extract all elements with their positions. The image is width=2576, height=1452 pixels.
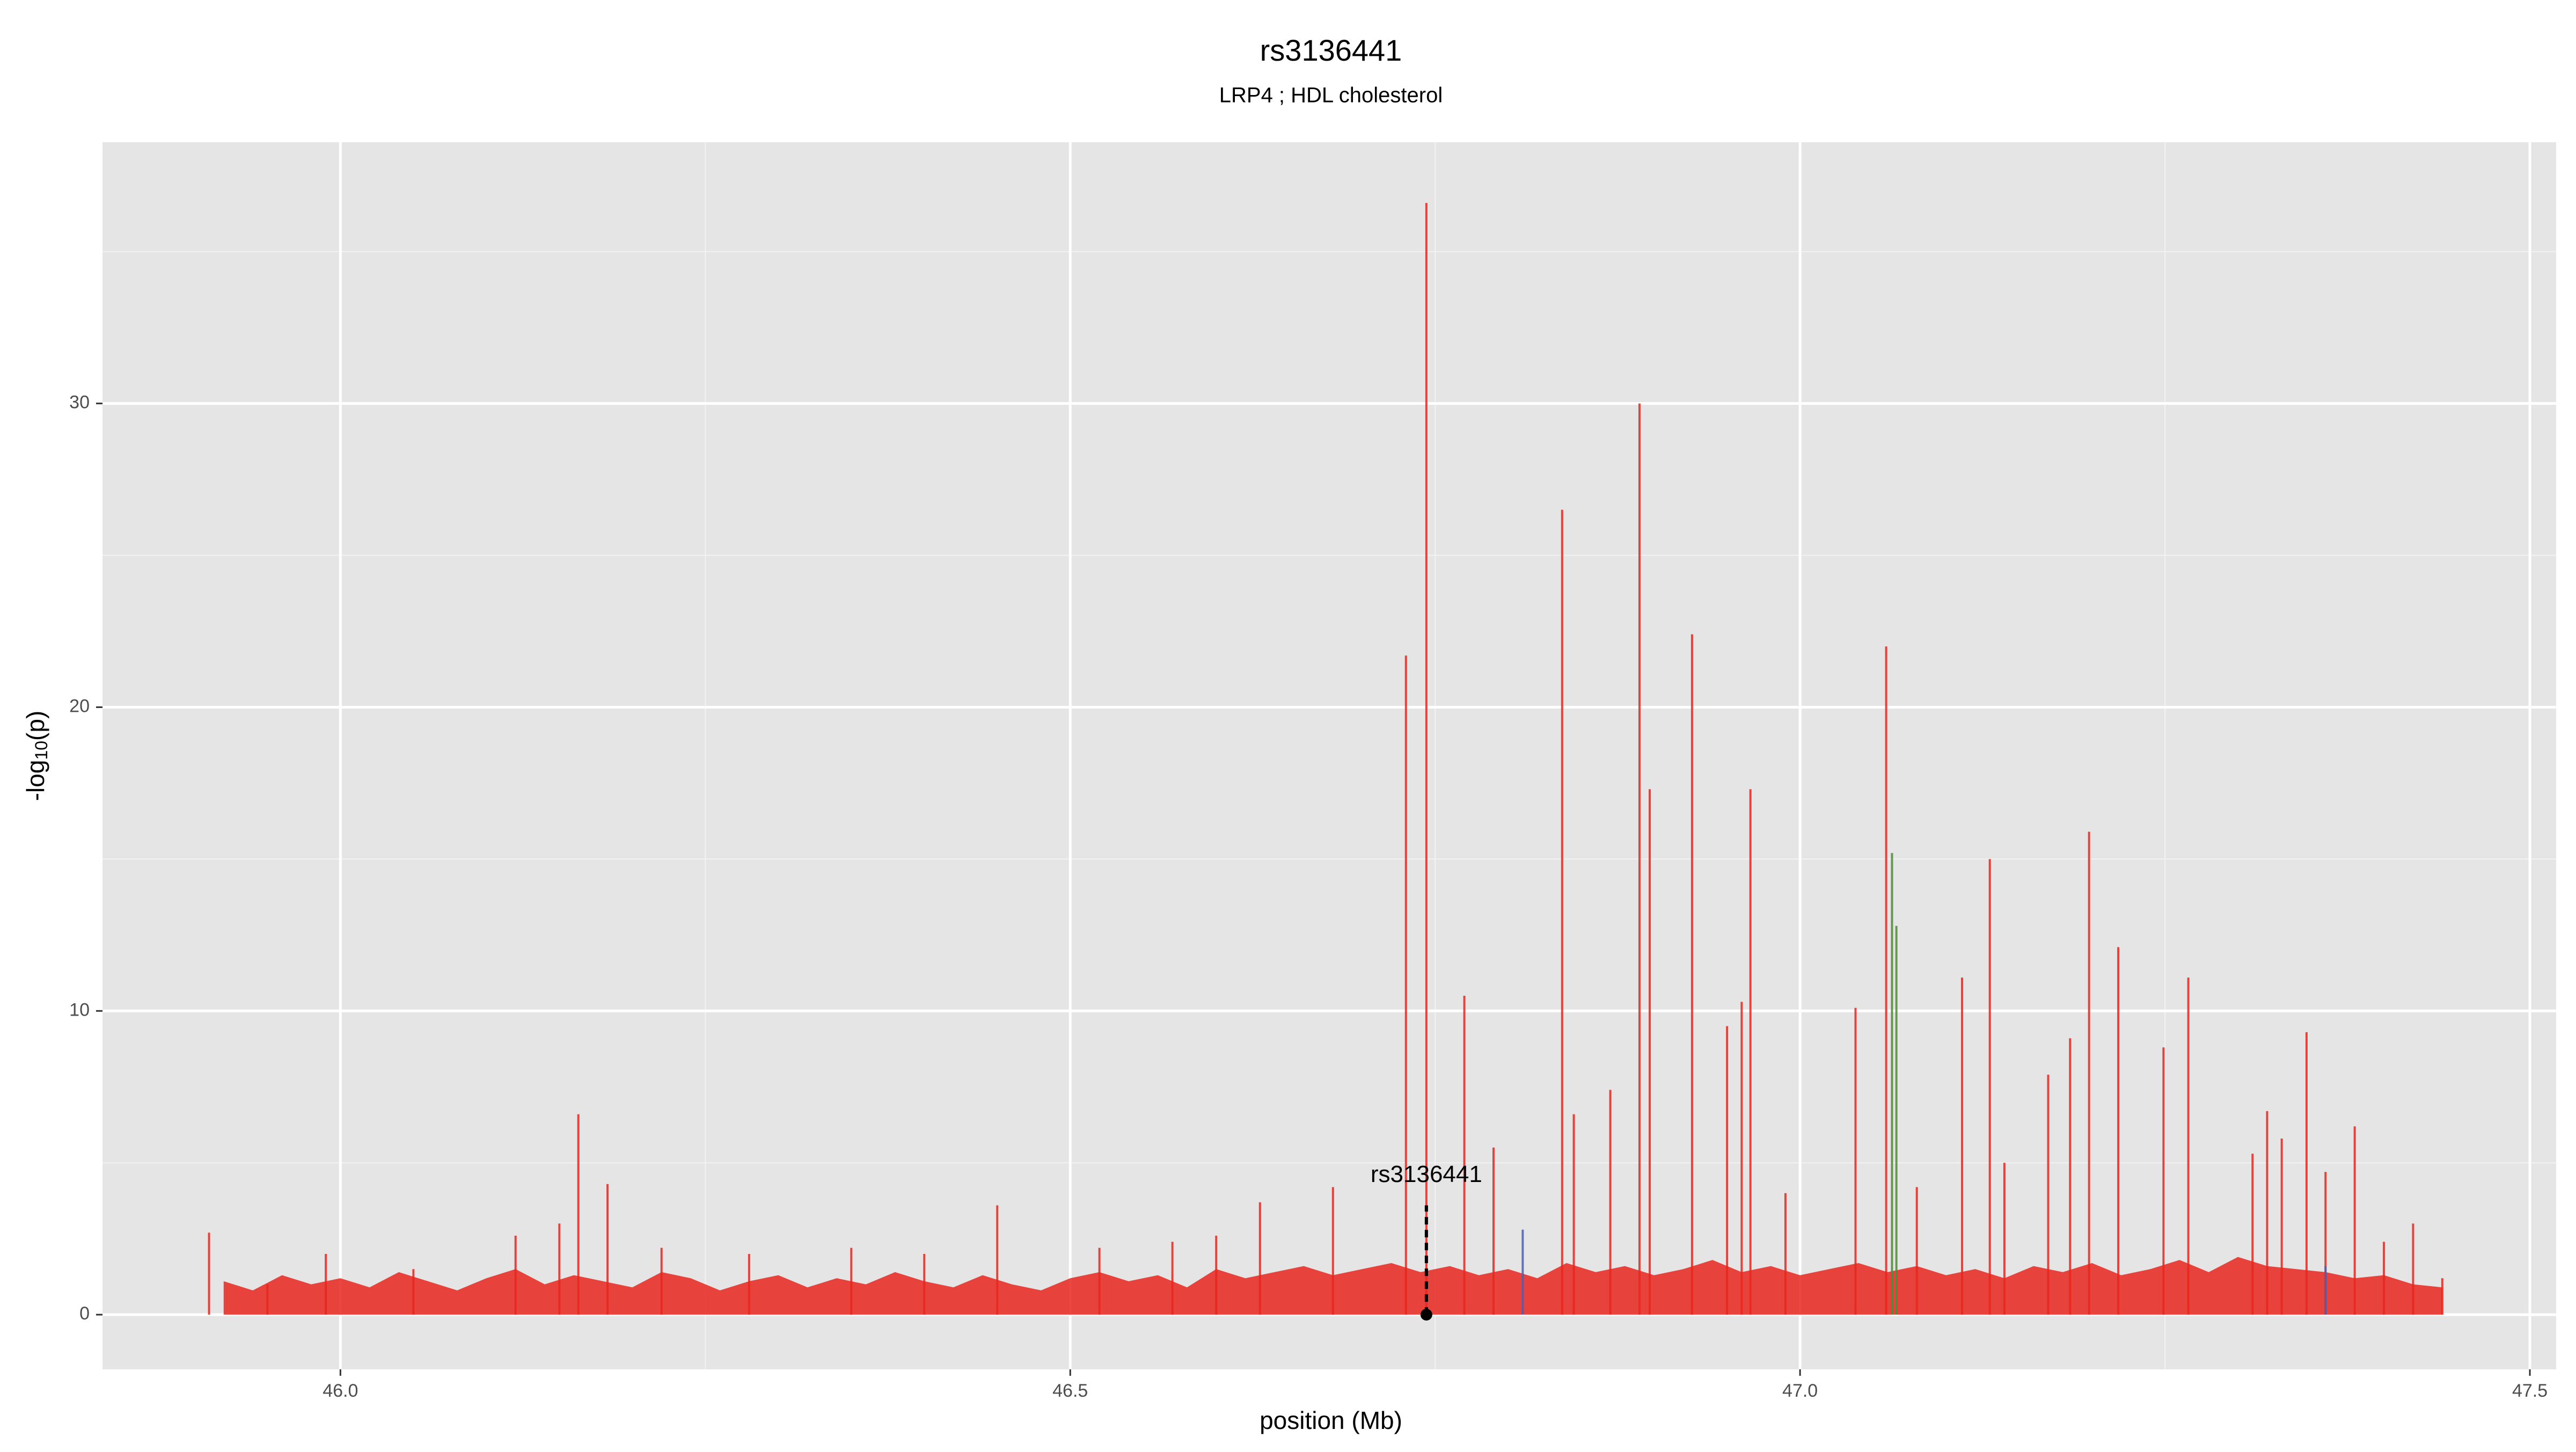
- plot-panel: rs3136441: [103, 142, 2556, 1369]
- y-axis-title: -log10(p): [21, 711, 51, 801]
- chart-subtitle: LRP4 ; HDL cholesterol: [1219, 84, 1443, 107]
- x-tick-label: 46.5: [1052, 1381, 1088, 1401]
- y-axis-title-sub: 10: [32, 741, 51, 760]
- x-tick-label: 47.5: [2512, 1381, 2548, 1401]
- x-tick-label: 46.0: [323, 1381, 358, 1401]
- panel-background: [103, 142, 2556, 1369]
- y-axis-title-part: -log: [21, 760, 49, 801]
- annotation-label: rs3136441: [1371, 1161, 1482, 1187]
- x-axis-title: position (Mb): [1260, 1406, 1402, 1434]
- annotation-point: [1420, 1309, 1432, 1321]
- chart-title: rs3136441: [1260, 33, 1402, 67]
- y-axis-title-part: (p): [21, 711, 49, 741]
- y-tick-label: 10: [69, 999, 90, 1020]
- y-tick-label: 30: [69, 392, 90, 413]
- x-tick-label: 47.0: [1782, 1381, 1818, 1401]
- y-tick-label: 20: [69, 696, 90, 716]
- y-tick-label: 0: [79, 1303, 90, 1324]
